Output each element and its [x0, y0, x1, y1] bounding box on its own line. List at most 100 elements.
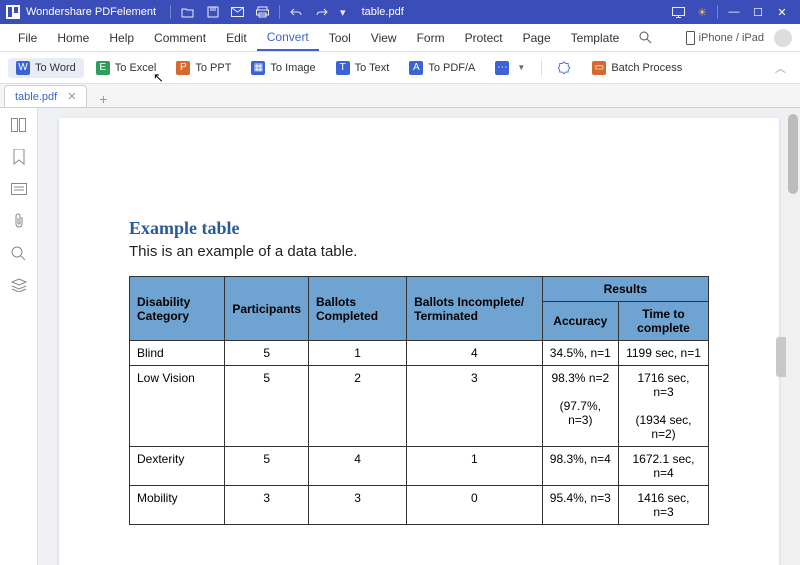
- thumbnails-icon[interactable]: [10, 116, 28, 134]
- tab-label: table.pdf: [15, 91, 57, 103]
- presentation-icon[interactable]: [672, 7, 685, 18]
- menu-search-icon[interactable]: [629, 24, 662, 51]
- scrollbar-thumb[interactable]: [788, 114, 798, 194]
- table-cell: 3: [309, 486, 407, 525]
- maximize-button[interactable]: ☐: [746, 6, 770, 19]
- search-panel-icon[interactable]: [10, 244, 28, 262]
- divider: [170, 5, 171, 19]
- menu-tool[interactable]: Tool: [319, 24, 361, 51]
- ribbon-label: To Excel: [115, 62, 157, 74]
- menu-help[interactable]: Help: [99, 24, 144, 51]
- theme-icon[interactable]: ☀: [697, 6, 707, 19]
- table-cell: Low Vision: [130, 366, 225, 447]
- ribbon-label: To PPT: [195, 62, 231, 74]
- minimize-button[interactable]: ―: [722, 6, 746, 18]
- menu-convert[interactable]: Convert: [257, 24, 319, 51]
- table-row: Blind51434.5%, n=11199 sec, n=1: [130, 341, 709, 366]
- ribbon: WTo Word ETo Excel PTo PPT ▦To Image TTo…: [0, 52, 800, 84]
- table-cell: 98.3% n=2 (97.7%, n=3): [542, 366, 618, 447]
- table-cell: 3: [407, 366, 543, 447]
- convert-settings-button[interactable]: [550, 58, 580, 78]
- new-tab-button[interactable]: +: [93, 91, 113, 107]
- doc-subheading: This is an example of a data table.: [129, 243, 709, 260]
- print-icon[interactable]: [256, 6, 269, 18]
- batch-process-button[interactable]: ▭Batch Process: [584, 58, 690, 78]
- ribbon-label: To PDF/A: [428, 62, 475, 74]
- table-row: Mobility33095.4%, n=31416 sec, n=3: [130, 486, 709, 525]
- user-avatar[interactable]: [774, 29, 792, 47]
- data-table: Disability Category Participants Ballots…: [129, 276, 709, 525]
- phone-icon: [686, 31, 695, 45]
- divider: [717, 5, 718, 19]
- menu-protect[interactable]: Protect: [455, 24, 513, 51]
- redo-icon[interactable]: [315, 7, 328, 17]
- col-subheader: Time to complete: [618, 302, 708, 341]
- folder-open-icon[interactable]: [181, 6, 195, 18]
- left-toolbar: [0, 108, 38, 565]
- document-area[interactable]: Example table This is an example of a da…: [38, 108, 800, 565]
- menu-comment[interactable]: Comment: [144, 24, 216, 51]
- table-cell: 2: [309, 366, 407, 447]
- table-cell: 1: [407, 447, 543, 486]
- table-cell: Blind: [130, 341, 225, 366]
- menu-view[interactable]: View: [361, 24, 407, 51]
- more-formats-button[interactable]: ⋯▼: [487, 58, 533, 78]
- menu-file[interactable]: File: [8, 24, 47, 51]
- table-cell: 98.3%, n=4: [542, 447, 618, 486]
- to-text-button[interactable]: TTo Text: [328, 58, 398, 78]
- col-header: Ballots Incomplete/ Terminated: [407, 277, 543, 341]
- separator: [541, 59, 542, 77]
- table-cell: 5: [225, 341, 309, 366]
- menu-form[interactable]: Form: [407, 24, 455, 51]
- side-panel-handle[interactable]: [776, 337, 786, 377]
- menu-bar: File Home Help Comment Edit Convert Tool…: [0, 24, 800, 52]
- to-word-button[interactable]: WTo Word: [8, 58, 84, 78]
- vertical-scrollbar[interactable]: [786, 108, 800, 565]
- document-filename: table.pdf: [362, 6, 404, 18]
- app-logo: [6, 5, 20, 19]
- collapse-ribbon-button[interactable]: ︿: [767, 60, 794, 76]
- menu-template[interactable]: Template: [561, 24, 630, 51]
- layers-icon[interactable]: [10, 276, 28, 294]
- table-row: Low Vision52398.3% n=2 (97.7%, n=3)1716 …: [130, 366, 709, 447]
- table-cell: 34.5%, n=1: [542, 341, 618, 366]
- menu-edit[interactable]: Edit: [216, 24, 257, 51]
- tab-strip: table.pdf ✕ +: [0, 84, 800, 108]
- to-excel-button[interactable]: ETo Excel: [88, 58, 165, 78]
- col-subheader: Accuracy: [542, 302, 618, 341]
- document-tab[interactable]: table.pdf ✕: [4, 85, 87, 107]
- table-cell: 3: [225, 486, 309, 525]
- col-header: Results: [542, 277, 708, 302]
- table-cell: 0: [407, 486, 543, 525]
- table-cell: 5: [225, 447, 309, 486]
- tab-close-icon[interactable]: ✕: [67, 90, 76, 103]
- comments-icon[interactable]: [10, 180, 28, 198]
- ribbon-label: Batch Process: [611, 62, 682, 74]
- menu-home[interactable]: Home: [47, 24, 99, 51]
- table-cell: 1: [309, 341, 407, 366]
- app-name: Wondershare PDFelement: [26, 6, 156, 18]
- table-cell: 5: [225, 366, 309, 447]
- workspace: Example table This is an example of a da…: [0, 108, 800, 565]
- page: Example table This is an example of a da…: [59, 118, 779, 565]
- table-cell: 1716 sec, n=3 (1934 sec, n=2): [618, 366, 708, 447]
- mail-icon[interactable]: [231, 7, 244, 17]
- col-header: Disability Category: [130, 277, 225, 341]
- device-label: iPhone / iPad: [699, 32, 764, 44]
- to-ppt-button[interactable]: PTo PPT: [168, 58, 239, 78]
- save-icon[interactable]: [207, 6, 219, 18]
- title-bar: Wondershare PDFelement ▾ table.pdf ☀ ― ☐…: [0, 0, 800, 24]
- to-pdfa-button[interactable]: ATo PDF/A: [401, 58, 483, 78]
- table-cell: 4: [407, 341, 543, 366]
- close-button[interactable]: ✕: [770, 6, 794, 19]
- bookmark-icon[interactable]: [10, 148, 28, 166]
- dropdown-icon[interactable]: ▾: [340, 6, 346, 19]
- table-header-row: Disability Category Participants Ballots…: [130, 277, 709, 302]
- ribbon-label: To Word: [35, 62, 76, 74]
- menu-page[interactable]: Page: [513, 24, 561, 51]
- ribbon-label: To Image: [270, 62, 315, 74]
- device-link[interactable]: iPhone / iPad: [686, 29, 792, 47]
- attachment-icon[interactable]: [10, 212, 28, 230]
- to-image-button[interactable]: ▦To Image: [243, 58, 323, 78]
- undo-icon[interactable]: [290, 7, 303, 17]
